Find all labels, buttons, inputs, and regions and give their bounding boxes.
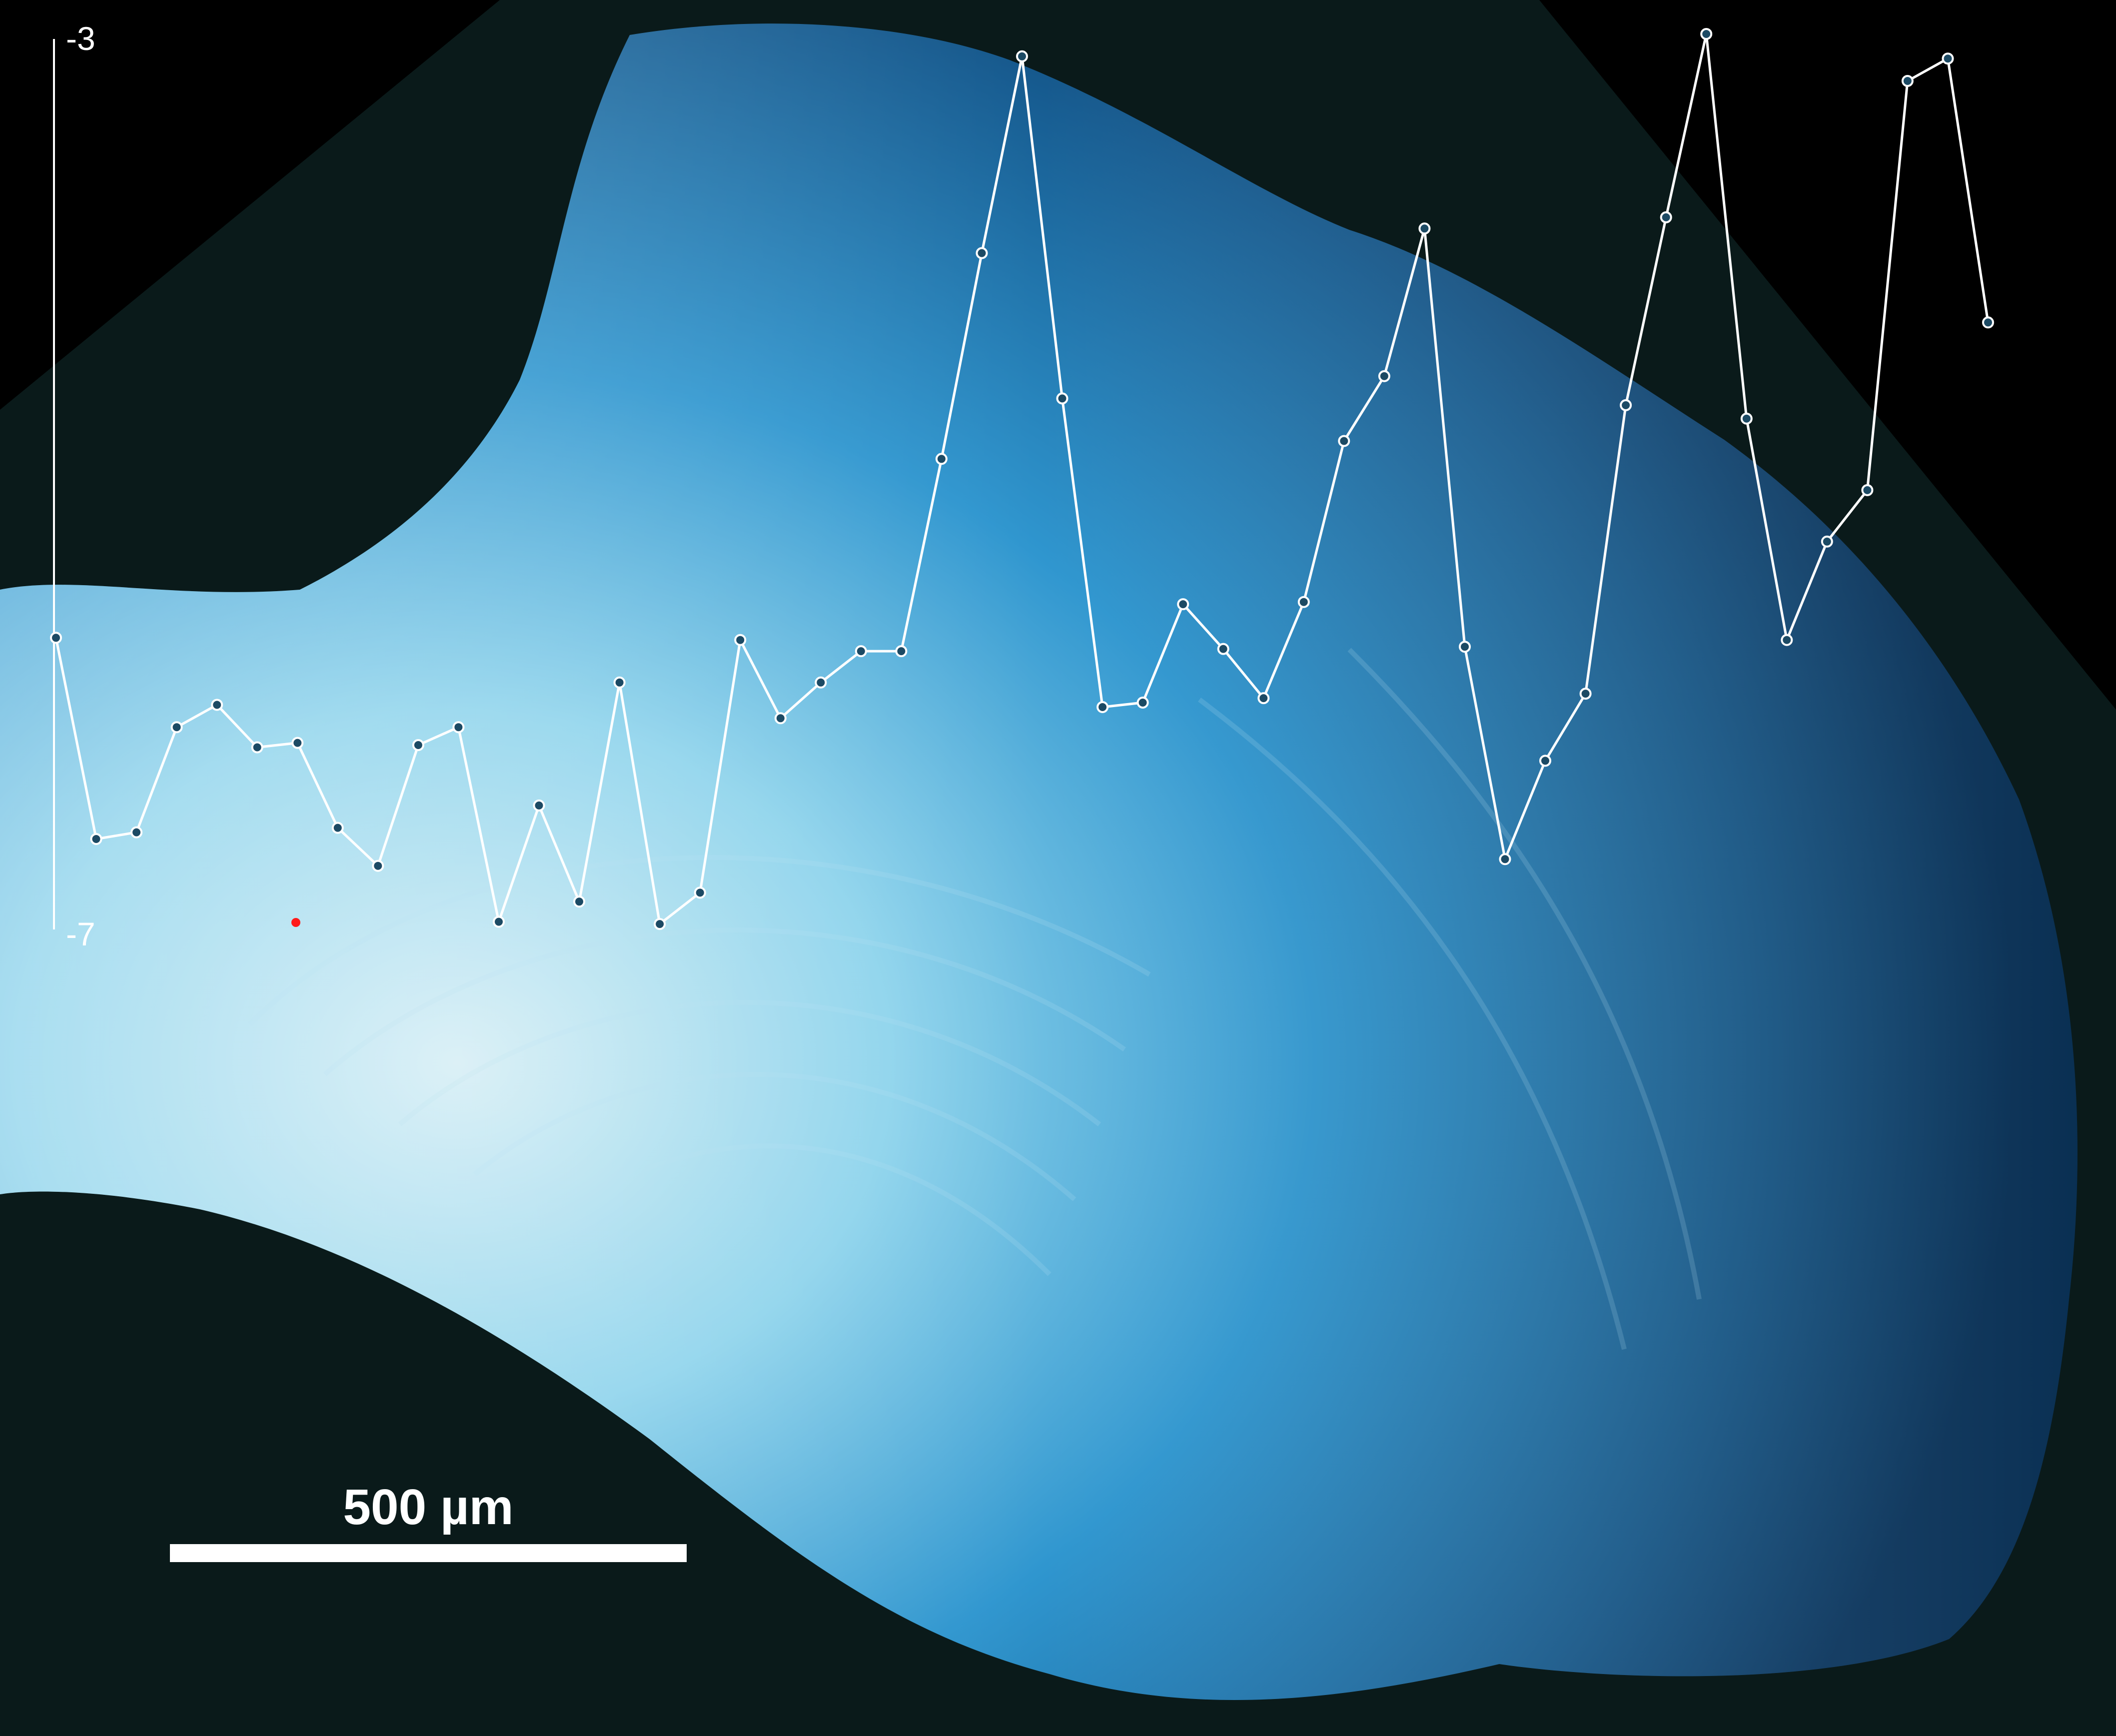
data-point-16 [694,886,706,899]
data-point-9 [412,739,424,751]
data-point-40 [1660,211,1672,223]
data-point-7 [331,822,344,834]
data-point-4 [211,699,223,711]
data-point-48 [1982,316,1994,329]
data-point-21 [895,645,908,658]
data-point-41 [1700,28,1713,40]
data-point-39 [1620,399,1632,411]
data-point-12 [533,799,545,812]
y-tick-label-bottom: -7 [66,915,95,952]
data-point-14 [613,676,626,689]
data-point-32 [1338,435,1350,447]
data-point-8 [372,860,384,872]
data-point-22 [935,453,948,465]
data-point-37 [1539,755,1551,767]
data-point-17 [734,634,747,646]
data-point-33 [1378,370,1390,382]
start-marker-dot [291,918,300,927]
data-point-10 [452,721,465,734]
data-point-25 [1056,392,1068,405]
data-point-13 [573,895,585,908]
data-point-27 [1136,697,1149,709]
data-point-30 [1257,692,1270,705]
data-point-24 [1016,50,1028,62]
data-point-2 [130,826,143,839]
data-point-46 [1901,75,1914,87]
data-point-11 [493,915,505,928]
data-point-34 [1418,222,1431,235]
specimen-section [0,23,2078,1701]
data-point-18 [774,712,787,725]
data-point-15 [654,918,666,930]
data-point-36 [1499,853,1511,866]
data-point-45 [1861,484,1874,496]
data-point-35 [1459,641,1471,653]
data-point-5 [251,741,263,754]
data-point-0 [50,632,62,644]
data-point-38 [1579,688,1592,700]
line-chart: -3 -7 [50,20,1994,952]
data-point-23 [976,247,988,259]
y-tick-label-top: -3 [66,20,95,57]
data-point-6 [291,737,304,749]
series-markers [50,28,1994,930]
data-point-19 [815,676,827,689]
data-point-20 [855,645,867,658]
data-point-44 [1821,535,1833,548]
data-point-31 [1297,596,1310,608]
data-point-3 [170,721,183,734]
scale-bar-label: 500 µm [343,1479,513,1535]
data-point-42 [1740,412,1753,425]
data-point-43 [1781,634,1793,646]
data-point-26 [1096,701,1109,713]
scale-bar: 500 µm [170,1479,687,1562]
data-point-29 [1217,643,1229,655]
data-point-28 [1177,598,1189,611]
data-point-1 [90,833,102,845]
scale-bar-line [170,1544,687,1562]
data-point-47 [1942,52,1954,65]
